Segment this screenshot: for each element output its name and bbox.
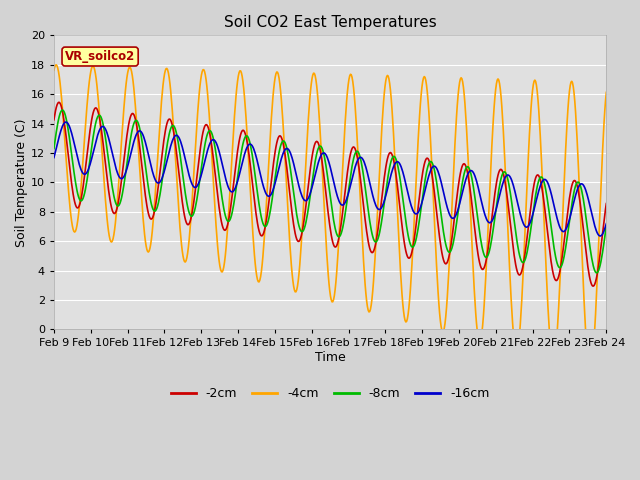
Text: VR_soilco2: VR_soilco2: [65, 50, 135, 63]
X-axis label: Time: Time: [315, 351, 346, 364]
Y-axis label: Soil Temperature (C): Soil Temperature (C): [15, 118, 28, 247]
Title: Soil CO2 East Temperatures: Soil CO2 East Temperatures: [224, 15, 436, 30]
Legend: -2cm, -4cm, -8cm, -16cm: -2cm, -4cm, -8cm, -16cm: [166, 383, 495, 406]
